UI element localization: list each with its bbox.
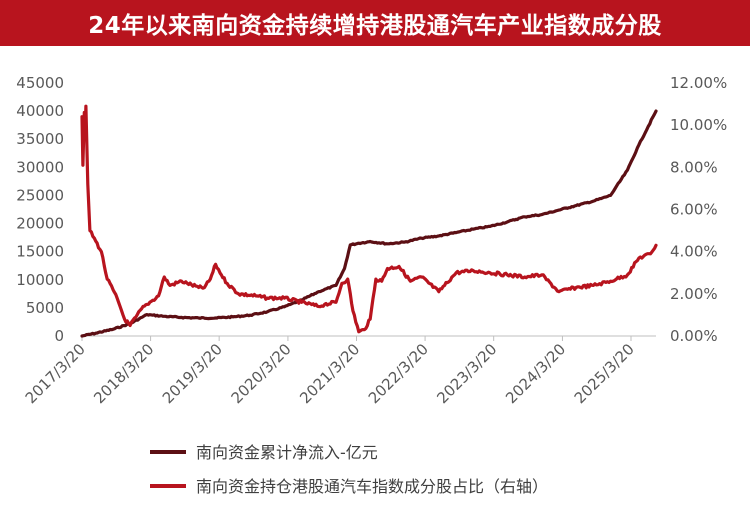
y-right-tick-label: 2.00% [670,285,718,303]
x-tick-label: 2022/3/20 [365,340,432,407]
series-lines [80,104,658,338]
y-right-tick-label: 4.00% [670,243,718,261]
y-right-tick-label: 12.00% [670,74,727,92]
x-tick-label: 2020/3/20 [228,340,295,407]
x-tick-label: 2024/3/20 [502,340,569,407]
y-right-tick-label: 10.00% [670,116,727,134]
x-tick-label: 2025/3/20 [571,340,638,407]
y-left-tick-label: 0 [54,327,64,345]
y-left-tick-label: 30000 [16,158,64,176]
x-tick-label: 2017/3/20 [22,340,89,407]
y-left-tick-label: 5000 [26,299,64,317]
y-left-tick-label: 45000 [16,74,64,92]
y-left-tick-label: 15000 [16,243,64,261]
legend-label-2: 南向资金持仓港股通汽车指数成分股占比（右轴） [196,477,548,496]
y-right-tick-label: 8.00% [670,158,718,176]
y-left-tick-label: 10000 [16,271,64,289]
x-tick-label: 2021/3/20 [296,340,363,407]
y-left-tick-label: 20000 [16,215,64,233]
x-tick-label: 2019/3/20 [159,340,226,407]
legend-label-1: 南向资金累计净流入-亿元 [196,443,378,462]
y-right-tick-label: 6.00% [670,201,718,219]
series-line-2 [80,104,658,334]
y-left-tick-label: 25000 [16,186,64,204]
y-right-tick-label: 0.00% [670,327,718,345]
y-left-tick-label: 35000 [16,130,64,148]
y-left-tick-label: 40000 [16,102,64,120]
chart-title: 24年以来南向资金持续增持港股通汽车产业指数成分股 [0,0,750,46]
x-tick-label: 2018/3/20 [90,340,157,407]
x-tick-label: 2023/3/20 [433,340,500,407]
series-line-1 [80,109,658,338]
